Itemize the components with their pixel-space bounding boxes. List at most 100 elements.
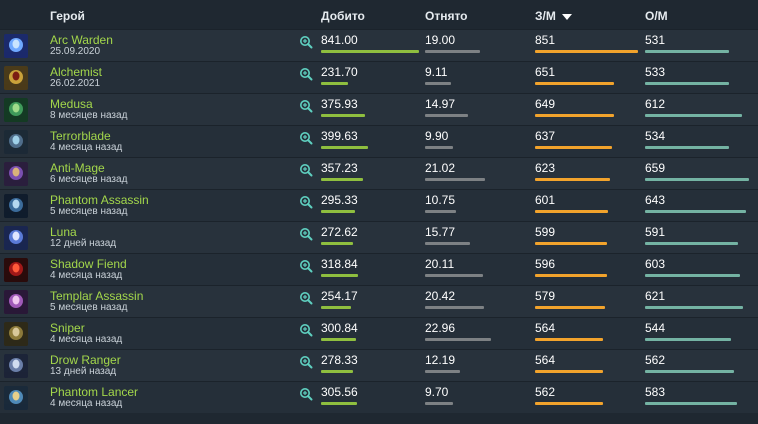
- xpm-bar: [645, 50, 729, 53]
- denied-bar: [425, 82, 451, 85]
- hero-name[interactable]: Shadow Fiend: [50, 257, 127, 271]
- zoom-in-icon[interactable]: [299, 259, 313, 273]
- hero-avatar[interactable]: [4, 66, 28, 90]
- hero-name[interactable]: Anti-Mage: [50, 161, 105, 175]
- denied-bar: [425, 178, 485, 181]
- table-row[interactable]: Luna 12 дней назад 272.62 15.77 599 591: [0, 221, 758, 253]
- xpm-bar: [645, 82, 729, 85]
- hero-name[interactable]: Alchemist: [50, 65, 103, 79]
- table-row[interactable]: Terrorblade 4 месяца назад 399.63 9.90 637…: [0, 125, 758, 157]
- denied-value: 20.11: [425, 257, 455, 271]
- xpm-value: 643: [645, 193, 666, 207]
- hero-avatar[interactable]: [4, 226, 28, 250]
- hero-name[interactable]: Sniper: [50, 321, 85, 335]
- dealt-value: 295.33: [321, 193, 358, 207]
- gpm-value: 651: [535, 65, 556, 79]
- dealt-value: 254.17: [321, 289, 358, 303]
- denied-bar: [425, 338, 491, 341]
- table-row[interactable]: Phantom Lancer 4 месяца назад 305.56 9.70…: [0, 381, 758, 413]
- zoom-in-icon[interactable]: [299, 35, 313, 49]
- hero-name[interactable]: Phantom Assassin: [50, 193, 149, 207]
- hero-name[interactable]: Arc Warden: [50, 33, 113, 47]
- gpm-value: 599: [535, 225, 556, 239]
- denied-bar: [425, 274, 483, 277]
- gpm-value: 564: [535, 321, 556, 335]
- table-row[interactable]: Arc Warden 25.09.2020 841.00 19.00 851 531: [0, 29, 758, 61]
- sort-descending-icon: [561, 13, 572, 20]
- table-row[interactable]: Templar Assassin 5 месяцев назад 254.17 2…: [0, 285, 758, 317]
- table-row[interactable]: Drow Ranger 13 дней назад 278.33 12.19 564…: [0, 349, 758, 381]
- hero-avatar[interactable]: [4, 386, 28, 410]
- hero-name[interactable]: Templar Assassin: [50, 289, 144, 303]
- hero-last-played: 4 месяца назад: [50, 334, 123, 345]
- header-xpm[interactable]: О/М: [645, 9, 668, 23]
- zoom-in-icon[interactable]: [299, 195, 313, 209]
- zoom-in-icon[interactable]: [299, 355, 313, 369]
- hero-avatar[interactable]: [4, 130, 28, 154]
- zoom-in-icon[interactable]: [299, 67, 313, 81]
- hero-name[interactable]: Terrorblade: [50, 129, 111, 143]
- xpm-bar: [645, 306, 743, 309]
- zoom-in-icon[interactable]: [299, 387, 313, 401]
- denied-value: 14.97: [425, 97, 456, 111]
- dealt-value: 231.70: [321, 65, 358, 79]
- header-hero[interactable]: Герой: [50, 9, 85, 23]
- table-row[interactable]: Sniper 4 месяца назад 300.84 22.96 564 544: [0, 317, 758, 349]
- zoom-in-icon[interactable]: [299, 99, 313, 113]
- hero-last-played: 4 месяца назад: [50, 270, 123, 281]
- hero-avatar[interactable]: [4, 98, 28, 122]
- hero-avatar[interactable]: [4, 162, 28, 186]
- hero-avatar[interactable]: [4, 194, 28, 218]
- gpm-value: 623: [535, 161, 556, 175]
- hero-avatar[interactable]: [4, 258, 28, 282]
- table-row[interactable]: Phantom Assassin 5 месяцев назад 295.33 1…: [0, 189, 758, 221]
- hero-name[interactable]: Luna: [50, 225, 77, 239]
- gpm-bar: [535, 370, 603, 373]
- hero-last-played: 5 месяцев назад: [50, 206, 128, 217]
- denied-bar: [425, 114, 468, 117]
- dealt-value: 375.93: [321, 97, 358, 111]
- denied-value: 22.96: [425, 321, 456, 335]
- dealt-bar: [321, 370, 353, 373]
- denied-bar: [425, 370, 460, 373]
- table-row[interactable]: Anti-Mage 6 месяцев назад 357.23 21.02 623…: [0, 157, 758, 189]
- table-row[interactable]: Medusa 8 месяцев назад 375.93 14.97 649 612: [0, 93, 758, 125]
- hero-avatar[interactable]: [4, 34, 28, 58]
- dealt-bar: [321, 146, 368, 149]
- zoom-in-icon[interactable]: [299, 323, 313, 337]
- gpm-bar: [535, 50, 638, 53]
- header-gpm[interactable]: З/М: [535, 9, 572, 23]
- hero-avatar[interactable]: [4, 290, 28, 314]
- xpm-value: 591: [645, 225, 666, 239]
- table-row[interactable]: Shadow Fiend 4 месяца назад 318.84 20.11 5…: [0, 253, 758, 285]
- dealt-bar: [321, 402, 357, 405]
- denied-value: 19.00: [425, 33, 456, 47]
- zoom-in-icon[interactable]: [299, 291, 313, 305]
- hero-avatar[interactable]: [4, 354, 28, 378]
- dealt-bar: [321, 210, 355, 213]
- table-row[interactable]: Alchemist 26.02.2021 231.70 9.11 651 533: [0, 61, 758, 93]
- dealt-value: 399.63: [321, 129, 358, 143]
- hero-avatar[interactable]: [4, 322, 28, 346]
- header-denied[interactable]: Отнято: [425, 9, 468, 23]
- zoom-in-icon[interactable]: [299, 163, 313, 177]
- hero-name[interactable]: Phantom Lancer: [50, 385, 139, 399]
- denied-value: 9.70: [425, 385, 449, 399]
- xpm-bar: [645, 146, 729, 149]
- gpm-value: 564: [535, 353, 556, 367]
- gpm-bar: [535, 114, 614, 117]
- xpm-value: 603: [645, 257, 666, 271]
- dealt-bar: [321, 338, 356, 341]
- hero-name[interactable]: Medusa: [50, 97, 93, 111]
- zoom-in-icon[interactable]: [299, 227, 313, 241]
- gpm-bar: [535, 242, 607, 245]
- header-dealt[interactable]: Добито: [321, 9, 365, 23]
- xpm-value: 612: [645, 97, 666, 111]
- dealt-value: 318.84: [321, 257, 358, 271]
- xpm-value: 533: [645, 65, 666, 79]
- denied-bar: [425, 146, 453, 149]
- denied-value: 9.90: [425, 129, 449, 143]
- hero-name[interactable]: Drow Ranger: [50, 353, 121, 367]
- zoom-in-icon[interactable]: [299, 131, 313, 145]
- denied-value: 21.02: [425, 161, 456, 175]
